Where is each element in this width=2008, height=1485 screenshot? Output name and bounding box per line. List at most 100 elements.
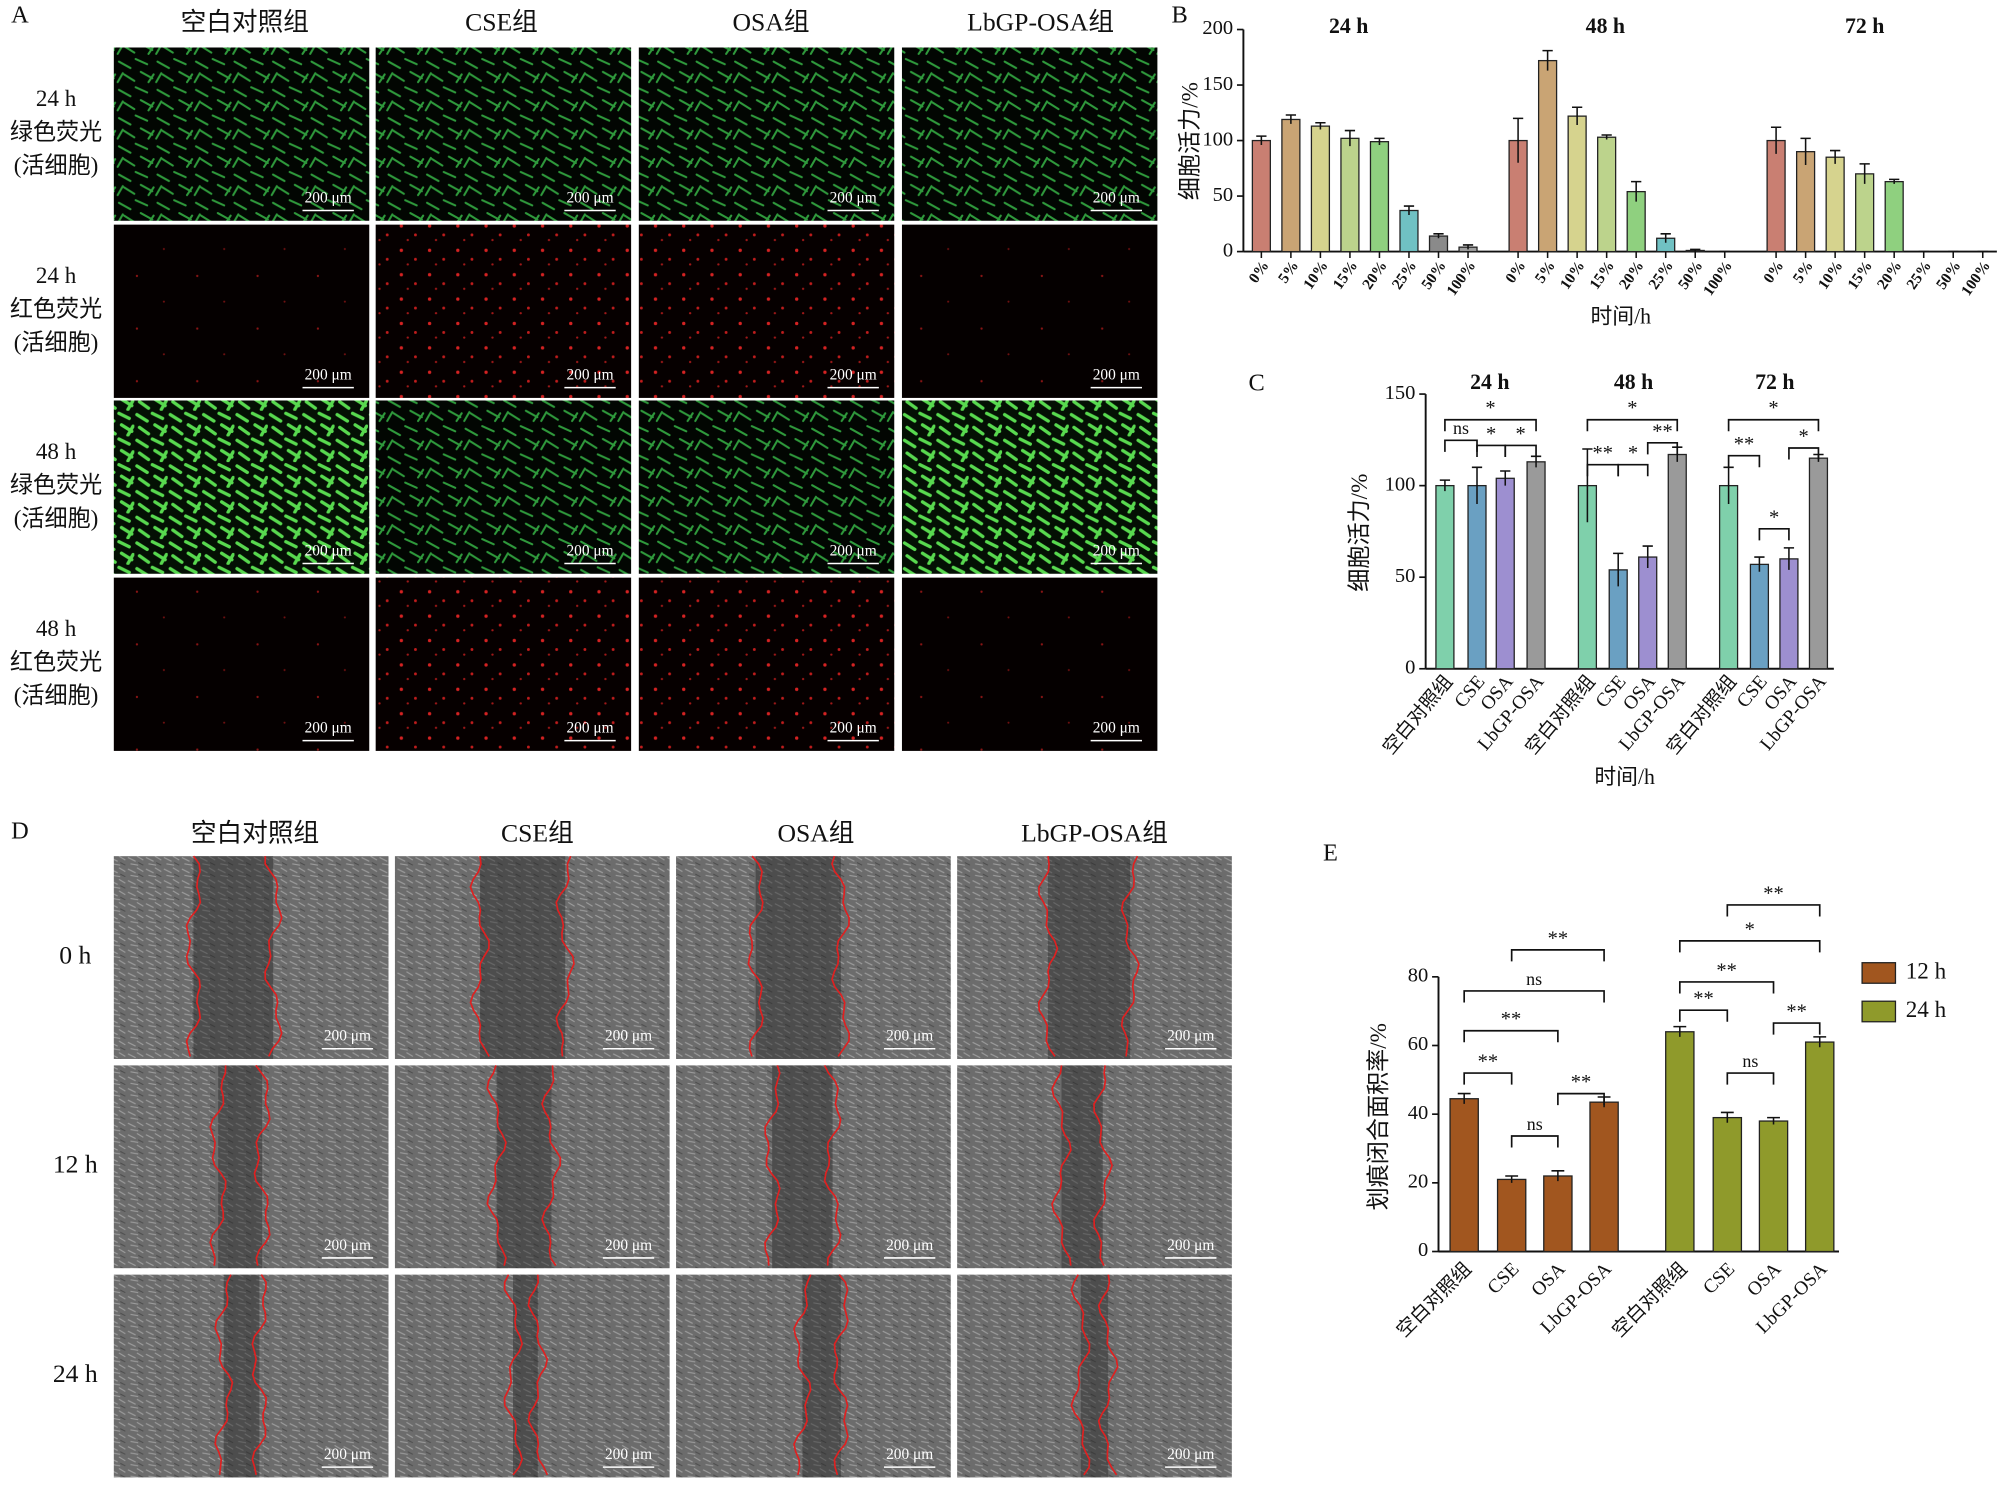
y-tick-label: 150 (1202, 73, 1233, 95)
significance-bracket (1726, 904, 1821, 917)
error-bar (1800, 137, 1811, 165)
significance-label: * (1485, 397, 1495, 419)
significance-bracket (1678, 1009, 1729, 1022)
micrograph (394, 1274, 670, 1478)
error-bar (1256, 135, 1267, 145)
bar (1795, 151, 1816, 253)
micrograph (113, 856, 389, 1059)
significance-label: * (1745, 918, 1755, 940)
bar (1597, 136, 1617, 253)
wound-gap (513, 1274, 538, 1478)
wound-gap (1080, 1274, 1109, 1478)
row-label: (活细胞) (14, 682, 99, 708)
wound-edge (503, 1274, 524, 1476)
significance-label: ** (1501, 1008, 1522, 1030)
micrograph (957, 856, 1232, 1059)
significance-bracket (1758, 528, 1790, 541)
significance-bracket (1463, 1029, 1559, 1043)
y-tick-label: 100 (1202, 128, 1233, 150)
scale-bar-label: 200 μm (1093, 542, 1140, 559)
error-bar (1374, 137, 1385, 145)
significance-bracket (1463, 990, 1605, 1003)
error-bar (1889, 178, 1900, 184)
significance-bracket (1586, 418, 1679, 432)
row-label: 绿色荧光 (10, 118, 102, 144)
significance-label: ns (1527, 1114, 1543, 1134)
y-tick-label: 50 (1395, 565, 1416, 587)
micrograph (638, 224, 895, 398)
row-label: 24 h (36, 85, 77, 111)
column-header: LbGP-OSA组 (967, 7, 1114, 36)
significance-label: ** (1571, 1071, 1592, 1093)
bar (1638, 556, 1658, 670)
error-bar (1830, 149, 1841, 164)
x-tick-label: 10% (1815, 258, 1847, 293)
error-bar (1859, 163, 1870, 184)
bar (1543, 1175, 1573, 1253)
error-bar (1767, 1116, 1780, 1125)
panel-letter: C (1249, 370, 1265, 397)
significance-label: ns (1526, 969, 1542, 989)
y-tick-label: 80 (1408, 965, 1429, 987)
column-header: OSA组 (777, 819, 854, 848)
row-label: 红色荧光 (10, 296, 102, 322)
bar (1884, 180, 1904, 253)
row-label: 48 h (36, 615, 77, 641)
x-tick-label: 10% (1300, 258, 1332, 293)
wound-edge (214, 1274, 234, 1475)
legend-swatch (1861, 1000, 1897, 1023)
significance-label: ** (1478, 1051, 1499, 1073)
wound-edge (209, 1065, 227, 1266)
significance-label: ** (1734, 433, 1755, 455)
significance-label: * (1516, 423, 1526, 445)
significance-bracket (1510, 1135, 1559, 1148)
error-bar (1813, 1036, 1827, 1048)
y-tick-label: 0 (1405, 656, 1415, 678)
row-label: (活细胞) (14, 152, 99, 178)
micrograph (113, 47, 370, 221)
error-bar (1673, 1025, 1687, 1037)
column-header: CSE组 (501, 819, 574, 848)
significance-bracket (1444, 439, 1478, 452)
bar (1251, 139, 1271, 253)
x-tick-label: OSA (1743, 1259, 1785, 1301)
error-bar (1642, 545, 1653, 569)
wound-gap (193, 856, 274, 1059)
x-tick-label: 25% (1903, 258, 1935, 293)
y-axis-label: 细胞活力/% (1176, 82, 1202, 200)
x-tick-label: 空白对照组 (1608, 1258, 1692, 1342)
scale-bar-label: 200 μm (305, 367, 352, 384)
significance-label: ** (1593, 442, 1614, 464)
x-tick-label: 0% (1245, 258, 1272, 287)
x-tick-label: OSA (1528, 1259, 1570, 1301)
wound-edge (823, 1065, 842, 1266)
error-bar (1690, 248, 1701, 252)
x-tick-label: 20% (1359, 258, 1391, 293)
micrograph (113, 1065, 389, 1269)
x-tick-label: 100% (1443, 258, 1479, 299)
wound-edge (555, 855, 575, 1057)
group-title: 24 h (1470, 370, 1509, 394)
bar (1855, 173, 1875, 253)
scale-bar-label: 200 μm (305, 542, 352, 559)
wound-edge (541, 1065, 562, 1267)
row-label: 12 h (53, 1150, 98, 1179)
wound-edge (747, 855, 764, 1057)
column-header: CSE组 (465, 7, 538, 36)
micrograph (113, 400, 370, 574)
micrograph (638, 47, 895, 221)
scale-bar-label: 200 μm (1093, 367, 1140, 384)
significance-label: * (1799, 425, 1809, 447)
x-tick-label: 5% (1275, 258, 1302, 287)
scale-bar-label: 200 μm (1167, 1446, 1214, 1463)
significance-bracket (1586, 463, 1620, 477)
group-title: 48 h (1614, 370, 1653, 394)
scale-bar-label: 200 μm (566, 367, 613, 384)
legend-label: 12 h (1906, 957, 1947, 983)
micrograph (113, 1274, 389, 1478)
x-axis-label: 时间/h (1590, 304, 1651, 328)
significance-bracket (1788, 447, 1820, 460)
bar (1665, 1031, 1695, 1253)
x-tick-label: 20% (1874, 258, 1906, 293)
